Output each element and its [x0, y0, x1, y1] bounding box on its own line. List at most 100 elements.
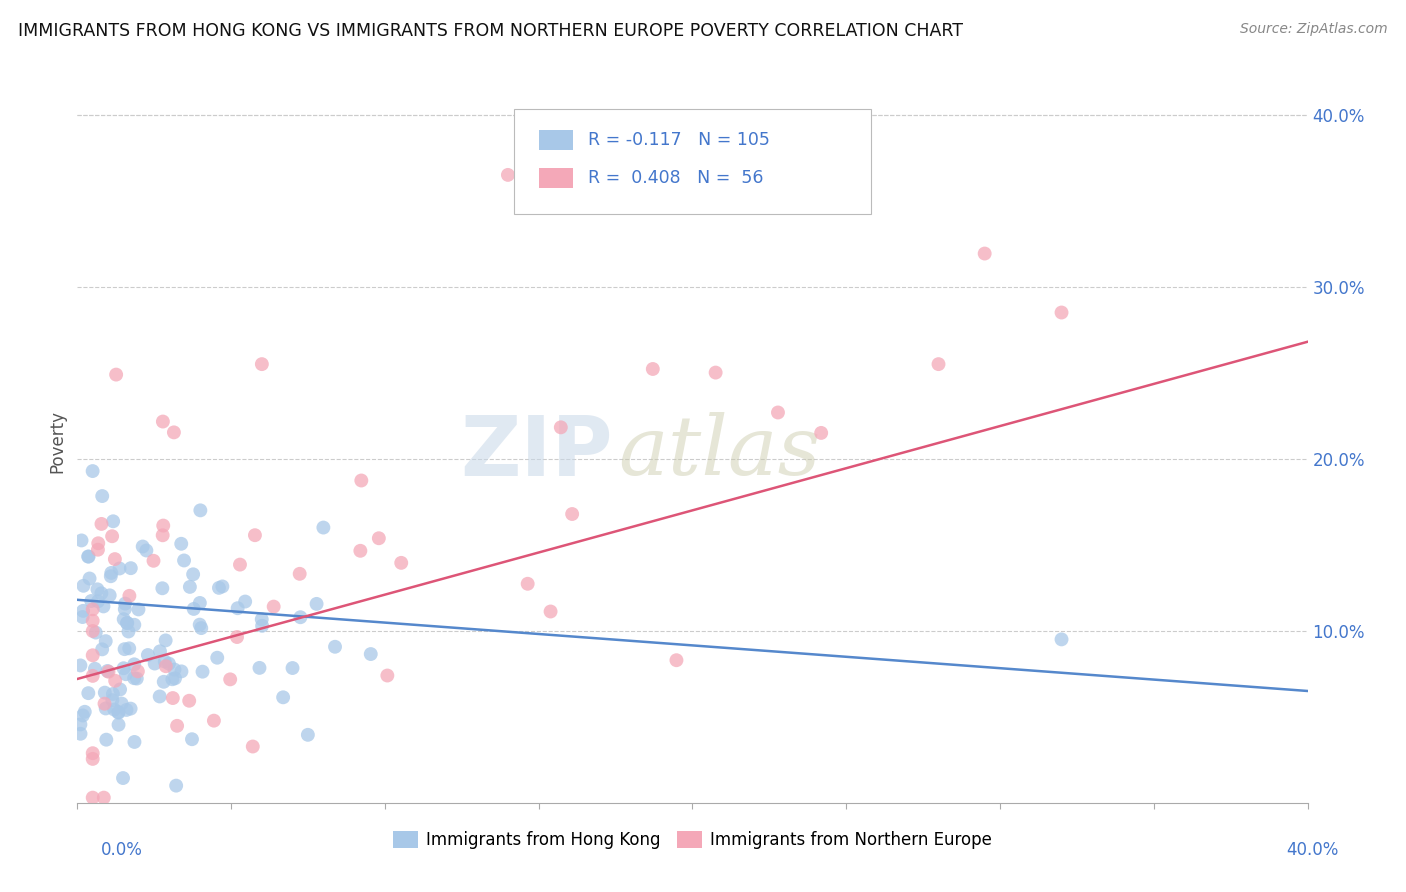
- Point: [142, 554, 165, 568]
- Point: [135, 543, 157, 558]
- Point: [540, 605, 562, 619]
- Point: [305, 597, 328, 611]
- Point: [208, 581, 231, 595]
- Point: [122, 671, 145, 685]
- Point: [155, 633, 177, 648]
- Point: [162, 672, 184, 686]
- Point: [101, 514, 124, 528]
- Point: [389, 556, 412, 570]
- Point: [152, 528, 174, 542]
- Point: [114, 642, 136, 657]
- Point: [105, 368, 128, 382]
- Point: [94, 685, 117, 699]
- Point: [127, 665, 149, 679]
- Legend: Immigrants from Hong Kong, Immigrants from Northern Europe: Immigrants from Hong Kong, Immigrants fr…: [385, 824, 1000, 856]
- Point: [153, 655, 176, 669]
- Text: R =  0.408   N =  56: R = 0.408 N = 56: [588, 169, 763, 186]
- Point: [179, 694, 201, 708]
- Point: [229, 558, 252, 572]
- Point: [77, 549, 100, 564]
- Point: [516, 576, 538, 591]
- Point: [375, 668, 398, 682]
- Point: [82, 752, 104, 766]
- Point: [211, 579, 233, 593]
- Point: [288, 566, 311, 581]
- Point: [101, 529, 124, 543]
- Point: [928, 357, 950, 371]
- Point: [150, 581, 173, 595]
- Point: [82, 746, 104, 760]
- Point: [143, 657, 166, 671]
- Point: [290, 610, 312, 624]
- Point: [149, 644, 172, 658]
- Point: [120, 701, 142, 715]
- Point: [665, 653, 688, 667]
- Point: [111, 697, 134, 711]
- Point: [243, 528, 266, 542]
- Point: [94, 634, 117, 648]
- Point: [69, 658, 91, 673]
- Text: 0.0%: 0.0%: [101, 840, 143, 858]
- Point: [77, 549, 100, 564]
- Point: [188, 617, 211, 632]
- Point: [131, 540, 153, 554]
- Point: [149, 690, 172, 704]
- Point: [162, 691, 184, 706]
- Point: [125, 672, 148, 686]
- Point: [163, 671, 186, 685]
- Point: [1050, 632, 1073, 647]
- Point: [77, 686, 100, 700]
- Point: [124, 735, 146, 749]
- Point: [112, 661, 135, 675]
- Point: [96, 664, 118, 678]
- Point: [82, 602, 104, 616]
- Point: [641, 362, 664, 376]
- Point: [249, 661, 271, 675]
- Point: [69, 727, 91, 741]
- Point: [219, 673, 242, 687]
- Point: [107, 706, 129, 720]
- Point: [766, 405, 789, 419]
- Point: [561, 507, 583, 521]
- Point: [101, 693, 124, 707]
- Point: [226, 601, 249, 615]
- Y-axis label: Poverty: Poverty: [48, 410, 66, 473]
- Text: 40.0%: 40.0%: [1286, 840, 1339, 858]
- Point: [100, 566, 122, 580]
- Point: [152, 415, 174, 429]
- Point: [250, 619, 273, 633]
- Point: [93, 599, 115, 614]
- Point: [188, 596, 211, 610]
- Point: [107, 717, 129, 731]
- Point: [170, 537, 193, 551]
- Point: [120, 561, 142, 575]
- Point: [188, 503, 212, 517]
- Point: [191, 665, 214, 679]
- Point: [114, 667, 136, 681]
- Point: [86, 582, 108, 597]
- Point: [173, 553, 195, 567]
- Point: [166, 719, 188, 733]
- Point: [84, 662, 107, 676]
- Point: [297, 728, 319, 742]
- Point: [82, 648, 104, 663]
- Point: [114, 597, 136, 611]
- Point: [82, 614, 104, 628]
- Point: [87, 542, 110, 557]
- Point: [810, 425, 832, 440]
- Point: [550, 420, 572, 434]
- Point: [127, 602, 149, 616]
- Point: [118, 641, 141, 656]
- FancyBboxPatch shape: [538, 168, 574, 188]
- Point: [242, 739, 264, 754]
- Point: [350, 474, 373, 488]
- Point: [170, 665, 193, 679]
- Point: [93, 697, 115, 711]
- Point: [281, 661, 304, 675]
- Point: [69, 717, 91, 731]
- Point: [93, 790, 115, 805]
- Point: [79, 572, 101, 586]
- Point: [202, 714, 225, 728]
- Point: [104, 673, 127, 688]
- Point: [181, 732, 204, 747]
